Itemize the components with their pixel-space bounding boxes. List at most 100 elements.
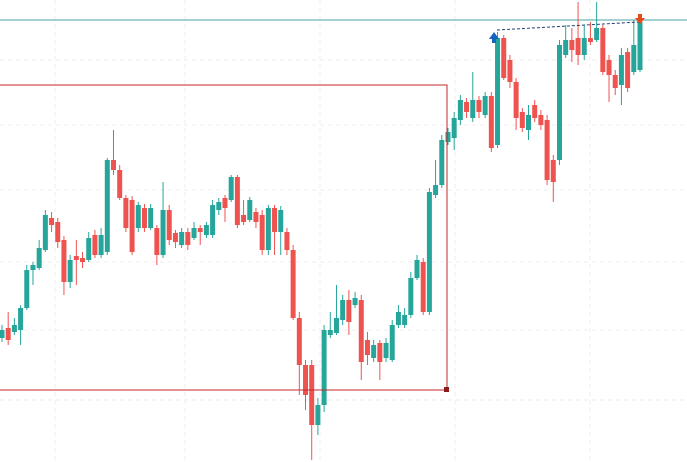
candle-body	[612, 75, 618, 88]
candle-body	[556, 45, 562, 160]
candle-body	[371, 345, 377, 358]
candle-body	[358, 300, 364, 362]
candle-body	[327, 330, 333, 335]
trend-dash	[496, 21, 640, 31]
candle-body	[49, 218, 55, 225]
candle-body	[346, 300, 352, 322]
candle-body	[272, 208, 278, 232]
candle-body	[315, 405, 321, 425]
candle-body	[55, 222, 61, 242]
candle-body	[594, 28, 600, 40]
candle-body	[73, 256, 79, 260]
candle-body	[228, 177, 234, 200]
candle-body	[457, 100, 463, 120]
candle-body	[110, 160, 116, 170]
candle-body	[377, 343, 383, 362]
candle-body	[135, 205, 141, 228]
candle-body	[606, 60, 612, 75]
candle-body	[86, 238, 92, 260]
candle-body	[30, 265, 36, 270]
candle-body	[402, 315, 408, 325]
candle-body	[513, 82, 519, 118]
candle-body	[625, 52, 631, 88]
candle-body	[569, 40, 575, 50]
candle-body	[501, 38, 507, 78]
candle-body	[222, 198, 228, 208]
candle-body	[172, 233, 178, 242]
candle-body	[259, 215, 265, 250]
candle-body	[11, 325, 17, 332]
candle-body	[0, 330, 5, 338]
candle-body	[303, 365, 309, 395]
candle-body	[581, 38, 587, 55]
candle-body	[241, 215, 247, 222]
candle-body	[482, 96, 488, 115]
candle-body	[179, 232, 185, 245]
candle-body	[544, 120, 550, 180]
candle-body	[185, 232, 191, 245]
candle-body	[352, 298, 358, 305]
candle-body	[526, 115, 532, 130]
candle-body	[532, 105, 538, 118]
candle-body	[18, 308, 24, 330]
candle-body	[265, 208, 271, 250]
candle-body	[395, 312, 401, 325]
candle-body	[67, 260, 73, 282]
candle-body	[24, 270, 30, 308]
candle-body	[197, 228, 203, 232]
candle-body	[210, 205, 216, 235]
candle-body	[278, 210, 284, 232]
candle-body	[309, 365, 315, 425]
candle-body	[383, 343, 389, 358]
candle-body	[296, 318, 302, 365]
candles	[0, 2, 643, 460]
candle-body	[141, 208, 147, 228]
candle-body	[538, 115, 544, 125]
candle-body	[154, 228, 160, 255]
candle-body	[563, 40, 569, 55]
candle-body	[234, 177, 240, 225]
candle-body	[98, 235, 104, 255]
buy-arrow	[489, 32, 499, 43]
candle-body	[464, 102, 470, 112]
box-handle	[444, 387, 449, 392]
candle-body	[445, 132, 451, 142]
candle-body	[519, 112, 525, 128]
candle-body	[488, 96, 494, 148]
candle-body	[426, 192, 432, 312]
candle-body	[166, 210, 172, 240]
candle-body	[321, 330, 327, 405]
candle-body	[507, 60, 513, 82]
candle-body	[414, 260, 420, 278]
candle-body	[117, 170, 123, 198]
candle-body	[216, 202, 222, 210]
candle-body	[148, 208, 154, 228]
candle-body	[340, 300, 346, 320]
candle-body	[618, 55, 624, 85]
candle-body	[129, 200, 135, 252]
candle-body	[290, 250, 296, 318]
candle-body	[433, 185, 439, 195]
candle-body	[123, 198, 129, 228]
candle-body	[42, 215, 48, 250]
range-box	[0, 84, 448, 391]
candle-body	[470, 100, 476, 118]
candle-body	[408, 278, 414, 315]
candle-body	[203, 225, 209, 235]
candle-body	[253, 212, 259, 222]
candle-body	[191, 228, 197, 238]
candle-body	[550, 160, 556, 182]
candle-body	[600, 28, 606, 72]
candle-body	[476, 100, 482, 112]
candle-body	[420, 262, 426, 312]
candle-body	[451, 118, 457, 138]
candle-body	[36, 248, 42, 268]
candle-body	[495, 38, 501, 145]
candle-body	[284, 232, 290, 250]
candle-body	[61, 240, 67, 282]
candle-body	[439, 140, 445, 185]
candle-body	[389, 325, 395, 360]
candle-body	[631, 45, 637, 72]
